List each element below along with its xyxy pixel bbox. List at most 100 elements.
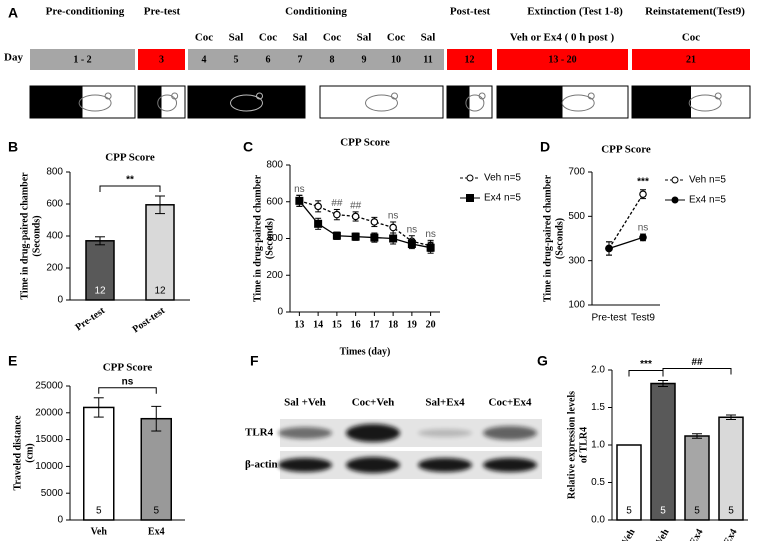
x-tick-label: Test9 [631,313,655,324]
marker [389,223,397,232]
annotation: ns [388,211,399,222]
row-label: TLR4 [245,427,274,439]
day-number: 13 - 20 [548,54,576,65]
y-tick-label: 100 [568,300,585,311]
n-label: 12 [154,286,166,297]
y-axis-label: of TLR4 [578,427,589,463]
panel-label: D [540,139,550,155]
error-bar [658,380,668,387]
x-tick-label: 19 [407,319,417,330]
marker [332,231,341,240]
n-label: 5 [626,506,632,517]
lane-label: Sal +Veh [284,397,326,409]
day-number: 7 [298,54,303,65]
significance-label: ** [126,175,134,186]
n-label: 5 [728,506,734,517]
sub-label: Veh or Ex4 ( 0 h post ) [510,32,615,44]
blot-band [346,457,400,473]
n-label: 5 [694,506,700,517]
day-number: 8 [330,54,335,65]
x-tick-label: Ex4 [148,526,165,537]
significance-label: *** [640,359,652,370]
y-axis-label: Relative expression levels [566,391,577,499]
marker [314,219,323,228]
row-label: β-actin [245,459,278,471]
mouse-ear [256,92,263,100]
day-number: 9 [362,54,367,65]
panel-label: B [8,139,18,155]
x-tick-label: 17 [369,319,379,330]
n-label: 12 [94,286,106,297]
y-tick-label: 5000 [41,488,64,499]
phase-label: Pre-conditioning [46,6,125,18]
y-tick-label: 400 [46,231,63,242]
day-label: Day [4,52,23,64]
error-bar [151,405,162,432]
y-axis-label: Time in drug-paired chamber [252,174,263,302]
significance-bracket [662,368,732,375]
bar [650,382,676,521]
x-tick-label: 18 [388,319,398,330]
y-tick-label: 2.0 [591,365,605,376]
y-tick-label: 200 [266,270,283,281]
x-tick-label: 20 [426,319,436,330]
phase-label: Reinstatement(Test9) [645,6,745,18]
y-axis-label: Traveled distance [12,415,23,491]
day-number: 5 [234,54,239,65]
day-cell [380,49,412,70]
y-axis-label: (Seconds) [264,218,275,259]
sub-label: Coc [195,32,213,44]
legend-label: Veh n=5 [689,175,726,186]
marker [370,233,379,242]
y-tick-label: 25000 [35,381,63,392]
mouse-icon [157,94,178,112]
lane-label: Coc+Ex4 [489,397,532,409]
series-line [608,193,644,249]
chamber-dark [497,86,563,118]
chamber-dark [447,86,470,118]
significance-bracket [99,185,161,192]
day-cell [138,49,185,70]
y-tick-label: 300 [568,255,585,266]
marker [314,202,322,211]
x-tick-label: Pre-test [591,313,626,324]
mouse-icon [78,94,112,112]
legend-marker [466,174,474,182]
y-tick-label: 0.0 [591,515,605,526]
day-cell [252,49,284,70]
mouse-icon [561,94,595,112]
blot-band [483,458,537,472]
mouse-ear [391,92,398,100]
chamber-dark [30,86,83,118]
blot-band [346,424,400,442]
legend-marker [671,176,679,184]
n-label: 5 [660,506,666,517]
bar [145,204,175,301]
y-tick-label: 20000 [35,407,63,418]
error-bar [726,414,736,420]
mouse-ear [104,92,112,100]
lane-label: Coc+Veh [352,397,395,409]
marker [333,210,341,219]
day-number: 21 [686,54,696,65]
sub-label: Coc [387,32,405,44]
day-number: 1 - 2 [73,54,91,65]
annotation: ns [638,223,649,234]
day-cell [632,49,750,70]
blot-band [278,458,332,472]
y-tick-label: 600 [266,196,283,207]
mouse-icon [688,94,722,112]
mouse-ear [714,92,722,100]
y-tick-label: 700 [568,167,585,178]
day-number: 6 [266,54,271,65]
marker [295,196,304,205]
day-number: 11 [423,54,432,65]
series-line [608,236,644,250]
y-axis-label: (Seconds) [554,218,565,259]
chamber-dark [188,86,305,118]
chamber-dark [632,86,691,118]
marker [639,233,647,242]
marker [389,234,398,243]
error-bar [155,195,165,215]
x-axis-label: Times (day) [340,346,391,357]
